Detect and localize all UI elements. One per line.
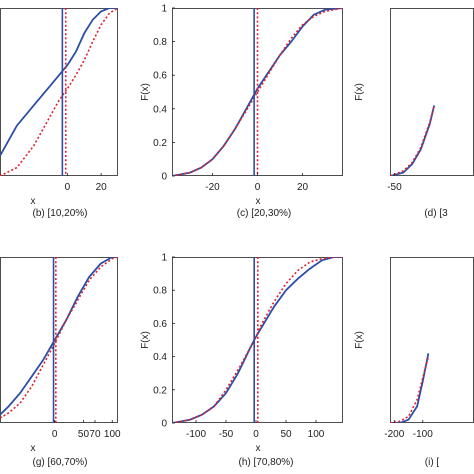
x-tick-label: 0 [52, 429, 58, 440]
x-tick-label: 0 [65, 182, 71, 193]
y-tick-label: 0.6 [153, 319, 167, 330]
x-tick-label: -20 [205, 182, 220, 193]
y-tick-label: 0.4 [153, 104, 167, 115]
x-axis-label: x [31, 196, 36, 207]
plot-area [172, 257, 343, 423]
panel-caption: (i) [ [425, 457, 440, 468]
fitted-cdf-line [0, 257, 118, 419]
plot-area [172, 8, 343, 176]
x-tick-label: -100 [186, 429, 206, 440]
y-tick-label: 0.8 [153, 37, 167, 48]
y-tick-label: 0 [161, 419, 167, 430]
x-axis-label: x [256, 443, 261, 454]
y-tick-label: 1 [161, 4, 167, 15]
axes-frame [0, 257, 118, 423]
x-axis-label: x [31, 443, 36, 454]
empirical-cdf-line [390, 105, 436, 176]
panel-caption: (g) [60,70%) [32, 457, 87, 468]
panel-h: -100 -50 0 50 100 0 0.2 0.4 0.6 0.8 1 x F(x) (h) [70,… [140, 253, 343, 468]
y-tick-label: 0.4 [153, 352, 167, 363]
x-tick-label: -50 [387, 182, 402, 193]
plot-area [390, 353, 430, 423]
empirical-cdf-line [172, 257, 343, 423]
empirical-cdf-line [0, 8, 118, 157]
x-axis-label: x [256, 196, 261, 207]
panel-d: -50 F(x) (d) [3 [354, 8, 474, 219]
y-axis-label: F(x) [354, 83, 365, 101]
panel-caption: (b) [10,20%) [32, 208, 87, 219]
empirical-cdf-line [390, 353, 430, 423]
x-tick-label: 100 [104, 429, 121, 440]
y-axis-label: F(x) [140, 83, 151, 101]
panel-c: -20 0 20 0 0.2 0.4 0.6 0.8 1 x F(x) (c) [20,30%) [140, 4, 343, 219]
x-tick-label: 100 [308, 429, 325, 440]
panel-b: 0 20 x(b) [10,20%) [0, 8, 118, 219]
y-tick-label: 0.6 [153, 71, 167, 82]
y-axis-label: F(x) [354, 331, 365, 349]
x-tick-label: 50 [280, 429, 292, 440]
y-tick-label: 0.2 [153, 138, 167, 149]
y-tick-label: 1 [161, 253, 167, 264]
axes-frame [390, 8, 474, 176]
x-tick-label: -200 [384, 429, 404, 440]
axes-frame [0, 8, 118, 176]
panel-i: -200 -100 F(x) (i) [ [354, 257, 474, 468]
plot-area [0, 257, 118, 423]
y-tick-label: 0 [161, 172, 167, 183]
panel-caption: (c) [20,30%) [237, 208, 291, 219]
fitted-cdf-line [172, 257, 343, 423]
x-tick-label: 70 [89, 429, 101, 440]
axes-frame [390, 257, 474, 423]
x-tick-label: -100 [413, 429, 433, 440]
fitted-cdf-line [0, 8, 118, 176]
x-tick-label: 20 [96, 182, 108, 193]
fitted-cdf-line [172, 8, 343, 176]
y-axis-label: F(x) [140, 331, 151, 349]
plot-area [390, 105, 436, 176]
x-tick-label: 50 [78, 429, 90, 440]
panel-caption: (d) [3 [424, 208, 448, 219]
fitted-cdf-line [390, 356, 430, 423]
y-tick-label: 0.8 [153, 286, 167, 297]
panel-caption: (h) [70,80%) [238, 457, 293, 468]
plot-area [0, 8, 118, 176]
x-tick-label: 0 [255, 182, 261, 193]
panel-g: 0 50 70 100 x (g) [60,70%) [0, 257, 121, 468]
x-tick-label: -50 [219, 429, 234, 440]
x-tick-label: 20 [297, 182, 309, 193]
empirical-cdf-line [0, 257, 118, 416]
x-tick-label: 0 [253, 429, 259, 440]
y-tick-label: 0.2 [153, 385, 167, 396]
fitted-cdf-line [390, 105, 435, 176]
